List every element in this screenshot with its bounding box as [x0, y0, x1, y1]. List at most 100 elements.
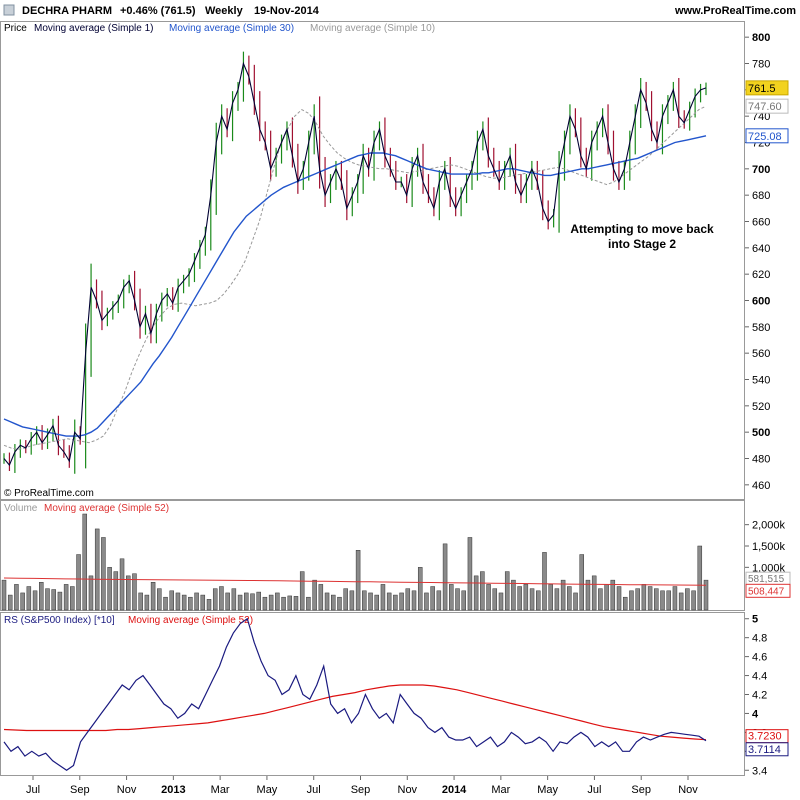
rs-series — [3, 617, 707, 772]
price-tick-label: 460 — [752, 480, 770, 492]
volume-bar — [287, 595, 293, 611]
rs-last-box — [745, 742, 789, 757]
rs-tick-label: 4.2 — [752, 690, 767, 702]
chart-type-icon[interactable] — [3, 4, 15, 16]
ma30-last-label-box — [745, 128, 789, 144]
volume-bar — [231, 588, 237, 611]
volume-bar — [517, 586, 522, 611]
x-tick-label: Sep — [351, 784, 371, 796]
volume-bar — [343, 588, 348, 611]
volume-bar — [349, 590, 355, 611]
volume-bar — [125, 575, 131, 611]
ma10-last-label-box — [745, 98, 789, 114]
volume-bar — [610, 579, 616, 611]
rs-legend: RS (S&P500 Index) [*10] Moving average (… — [4, 615, 253, 626]
rs-panel-frame — [0, 612, 745, 776]
volume-bar — [39, 582, 44, 611]
volume-bar — [51, 589, 56, 611]
volume-bar — [685, 588, 690, 611]
price-tick-label: 580 — [752, 322, 770, 334]
volume-bar — [107, 567, 112, 611]
volume-bar — [157, 588, 162, 611]
volume-bar — [362, 590, 367, 611]
volume-bar — [45, 588, 50, 611]
price-panel-frame — [0, 21, 745, 500]
volume-bar — [560, 579, 566, 611]
volume-bar — [163, 596, 168, 611]
volume-tick-label: 1,000k — [752, 562, 786, 574]
volume-bar — [511, 579, 516, 611]
volume-tick-label: 1,500k — [752, 541, 786, 553]
price-tick-label: 700 — [752, 164, 770, 176]
volume-bar — [88, 575, 94, 611]
volume-bar — [585, 579, 591, 611]
panel-frames — [0, 21, 745, 776]
volume-bar — [26, 586, 32, 611]
price-tick-label: 640 — [752, 243, 770, 255]
price-tick-label: 520 — [752, 401, 770, 413]
legend-rs-ma: Moving average (Simple 52) — [128, 615, 253, 626]
x-tick-label: 2014 — [442, 784, 467, 796]
rs-tick-label: 4 — [752, 708, 759, 720]
price-legend: Price Moving average (Simple 1) Moving a… — [4, 23, 435, 34]
volume-bar — [169, 590, 174, 611]
volume-bar — [629, 590, 634, 611]
volume-bar — [188, 596, 193, 611]
volume-bar — [244, 592, 249, 611]
volume-bar — [616, 586, 622, 611]
rs-line — [3, 617, 707, 772]
volume-bar — [101, 537, 106, 611]
volume-bar — [318, 584, 324, 611]
volume-bar — [219, 586, 224, 611]
volume-bar — [299, 571, 305, 611]
volume-bar — [138, 592, 143, 611]
volume-bar — [430, 586, 435, 611]
volume-bar — [641, 584, 647, 611]
volume-bar — [504, 571, 510, 611]
volume-bar — [368, 592, 373, 611]
rs-tick-label: 5 — [752, 614, 758, 626]
volume-bar — [579, 554, 585, 611]
x-tick-label: 2013 — [161, 784, 185, 796]
volume-bar — [399, 592, 404, 611]
volume-bar — [225, 592, 230, 611]
volume-bar — [200, 594, 206, 611]
volume-tick-label: 2,000k — [752, 520, 786, 532]
legend-ma1: Moving average (Simple 1) — [34, 23, 154, 34]
volume-last-label: 581,515 — [748, 574, 785, 585]
volume-bar — [405, 588, 411, 611]
volume-bar — [697, 545, 703, 611]
ma30-last-label: 725.08 — [748, 131, 782, 143]
x-tick-label: May — [257, 784, 278, 796]
price-tick-label: 560 — [752, 348, 770, 360]
volume-bar — [212, 588, 218, 611]
volume-bar — [355, 550, 361, 611]
rs-tick-label: 3.4 — [752, 765, 767, 777]
x-tick-label: Sep — [70, 784, 90, 796]
price-tick-label: 740 — [752, 111, 770, 123]
watermark: © ProRealTime.com — [4, 488, 94, 499]
volume-bar — [132, 573, 137, 611]
annotation-line-1: Attempting to move back — [570, 222, 714, 236]
price-tick-label: 480 — [752, 454, 770, 466]
volume-bar — [70, 586, 75, 611]
price-last-label-box — [745, 80, 789, 96]
x-tick-label: Jul — [307, 784, 321, 796]
volume-bar — [393, 594, 398, 611]
x-tick-label: Jul — [26, 784, 40, 796]
volume-bar — [150, 582, 156, 611]
volume-bar — [57, 591, 63, 611]
volume-bar — [473, 575, 479, 611]
volume-bar — [536, 590, 541, 611]
volume-bar — [666, 590, 671, 611]
volume-bar — [293, 596, 299, 611]
annotation: Attempting to move back into Stage 2 — [570, 222, 714, 251]
volume-bar — [175, 592, 181, 611]
legend-volume: Volume — [4, 503, 38, 514]
volume-panel-frame — [0, 500, 745, 611]
volume-ma-last-box — [745, 583, 791, 598]
volume-bar — [380, 584, 386, 611]
volume-bar — [312, 579, 317, 611]
price-tick-label: 540 — [752, 375, 770, 387]
